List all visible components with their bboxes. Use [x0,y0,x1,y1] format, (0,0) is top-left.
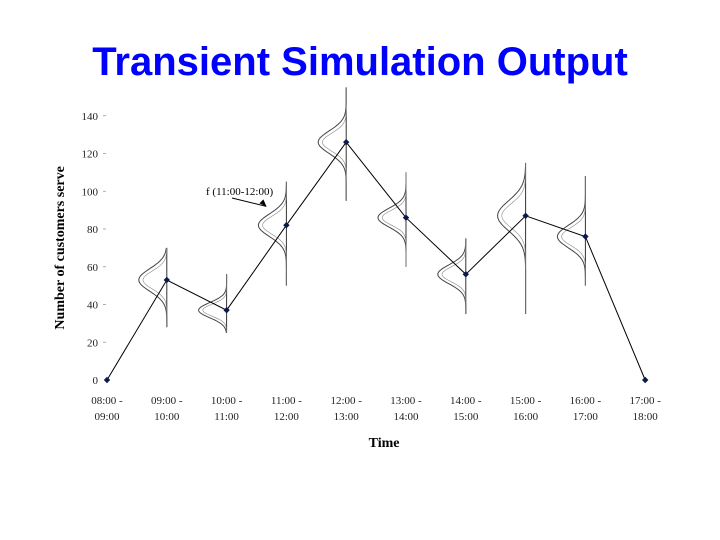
data-point [522,212,529,219]
data-point [642,376,649,384]
y-tick-label: 40 [87,300,99,312]
y-tick-label: 120 [82,149,99,161]
x-tick-label: 15:00 -16:00 [510,395,542,423]
data-point [343,138,350,146]
distribution-curve [377,172,407,267]
distribution-curve-inner [202,274,227,333]
x-axis-label: Time [369,436,400,451]
distribution-curve [437,238,467,314]
x-ticks: 08:00 -09:00 09:00 -10:00 10:00 -11:00 11:0… [91,395,661,423]
y-axis-label: Number of customers serve [53,166,68,329]
data-point [223,306,230,314]
data-point [283,222,290,229]
annotation-text: f (11:00-12:00) [206,186,273,198]
distribution-curve-inner [262,181,287,286]
x-tick-label: 13:00 -14:00 [390,395,422,423]
data-point [103,376,111,384]
distribution-curve-inner [441,238,467,314]
y-tick-label: 0 [93,375,99,387]
x-tick-label: 14:00 -15:00 [450,395,482,423]
x-tick-label: 09:00 -10:00 [151,395,183,423]
distribution-curve-inner [561,176,586,286]
distribution-curve-inner [142,247,168,328]
distribution-curve-inner [501,162,526,314]
y-tick-label: 140 [82,111,99,123]
y-tick-label: 20 [87,337,99,349]
y-tick-label: 100 [82,186,99,198]
annotation: f (11:00-12:00) [206,186,273,207]
data-point [462,271,469,278]
x-tick-label: 10:00 -11:00 [211,395,243,423]
y-tick-label: 60 [87,262,99,274]
annotation-arrow [231,197,267,207]
distribution-curves [138,87,586,333]
data-point [402,214,410,221]
x-tick-label: 12:00 -13:00 [330,395,362,423]
distribution-curve-inner [381,172,407,267]
data-point [163,276,170,284]
x-tick-label: 08:00 -09:00 [91,395,123,423]
distribution-curve [317,87,347,201]
x-tick-label: 11:00 -12:00 [271,395,302,423]
slide-title: Transient Simulation Output [92,40,628,84]
distribution-curve-inner [322,87,347,201]
distribution-curve [556,176,586,286]
x-tick-label: 17:00 -18:00 [629,395,661,423]
y-ticks: 0 20 40 60 80 100 120 140 [82,111,106,387]
series-polyline [106,141,646,381]
y-tick-label: 80 [87,224,99,236]
annotation-arrowhead [259,199,267,207]
series-line [106,141,646,381]
series-markers [103,138,649,384]
x-tick-label: 16:00 -17:00 [570,395,602,423]
data-point [582,233,589,240]
